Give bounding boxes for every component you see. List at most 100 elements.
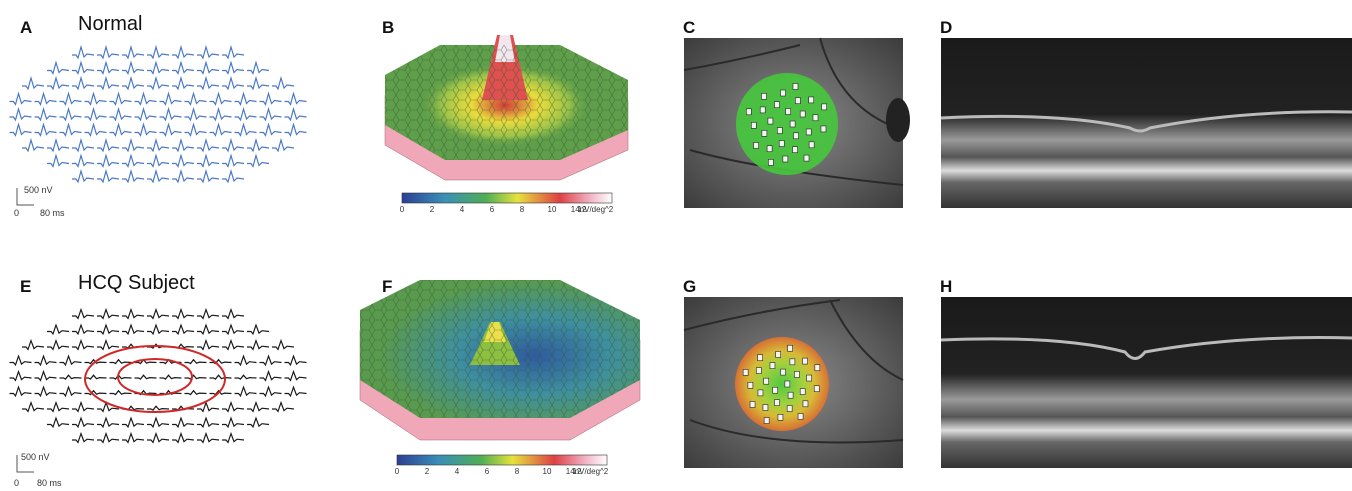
hexagon-marker [776, 351, 781, 357]
waveform [35, 125, 57, 136]
waveform [35, 372, 57, 381]
waveform [147, 171, 169, 182]
waveform [147, 63, 169, 74]
waveform [110, 94, 132, 105]
waveform [222, 434, 244, 443]
waveform [272, 140, 294, 151]
scale-bar: 500 nV 0 80 ms [14, 452, 62, 488]
waveform [197, 47, 219, 58]
scale-label: 80 ms [40, 208, 65, 218]
hexagon-marker [807, 375, 812, 381]
waveform [185, 391, 207, 395]
hexagon-marker [788, 345, 793, 351]
colorbar-tick-label: 4 [460, 205, 465, 214]
waveform [222, 140, 244, 151]
waveform [222, 63, 244, 74]
fundus-image [684, 297, 903, 468]
waveform [110, 125, 132, 136]
hexagon-marker [758, 355, 763, 361]
waveform [47, 63, 69, 74]
waveform [97, 171, 119, 182]
waveform [97, 156, 119, 167]
waveform [147, 434, 169, 443]
waveform [97, 434, 119, 443]
waveform [147, 78, 169, 89]
waveform [235, 125, 257, 136]
waveform [197, 156, 219, 167]
waveform [135, 125, 157, 136]
hexagon-marker [814, 386, 819, 392]
colorbar-tick-label: 6 [485, 467, 490, 476]
waveform [235, 387, 257, 396]
waveform [260, 94, 282, 105]
waveform [72, 171, 94, 182]
waveform [60, 375, 82, 379]
hexagon-marker [806, 129, 811, 135]
waveform [210, 94, 232, 105]
waveform [122, 310, 144, 319]
waveform [285, 109, 307, 120]
hexagon-marker [773, 387, 778, 393]
waveform [197, 418, 219, 427]
oct-scan [941, 38, 1352, 208]
hexagon-marker [793, 83, 798, 89]
panel-letter: C [683, 18, 695, 37]
hexagon-marker [758, 390, 763, 396]
waveform [172, 310, 194, 319]
panel-letter: D [940, 18, 952, 37]
colorbar-tick-label: 0 [395, 467, 400, 476]
hexagon-marker [764, 418, 769, 424]
hexagon-marker [746, 109, 751, 115]
hexagon-marker [781, 369, 786, 375]
waveform [197, 325, 219, 334]
hexagon-marker [795, 98, 800, 104]
waveform [97, 63, 119, 74]
hexagon-marker [822, 104, 827, 110]
waveform [22, 140, 44, 151]
hexagon-marker [804, 155, 809, 161]
waveform [285, 372, 307, 381]
waveform [72, 310, 94, 319]
waveform [260, 387, 282, 396]
waveform [197, 310, 219, 319]
waveform [222, 341, 244, 350]
scale-bar: 500 nV 0 80 ms [14, 185, 65, 218]
waveform [185, 125, 207, 136]
hexagon-marker [793, 147, 798, 153]
waveform [235, 109, 257, 120]
hexagon-marker [794, 371, 799, 377]
surface-plot [360, 280, 640, 440]
waveform [10, 372, 32, 381]
waveform-array [10, 47, 307, 182]
waveform [35, 356, 57, 365]
waveform [72, 418, 94, 427]
waveform [110, 391, 132, 395]
waveform [122, 325, 144, 334]
waveform [97, 325, 119, 334]
colorbar-tick-label: 10 [548, 205, 557, 214]
hexagon-marker [800, 111, 805, 117]
waveform [222, 310, 244, 319]
waveform [222, 78, 244, 89]
hexagon-marker [803, 401, 808, 407]
waveform [110, 375, 132, 379]
waveform [172, 47, 194, 58]
waveform [97, 140, 119, 151]
waveform [197, 140, 219, 151]
waveform [222, 47, 244, 58]
waveform [197, 171, 219, 182]
waveform [247, 403, 269, 412]
colorbar-tick-label: 10 [543, 467, 552, 476]
waveform [185, 360, 207, 364]
colorbar-tick-label: 0 [400, 205, 405, 214]
waveform [285, 125, 307, 136]
hexagon-marker [764, 378, 769, 384]
panel-letter: A [20, 18, 32, 37]
panel-letter: B [382, 18, 394, 37]
hexagon-marker [778, 414, 783, 420]
waveform [147, 140, 169, 151]
hexagon-marker [754, 142, 759, 148]
waveform [97, 341, 119, 350]
waveform [147, 406, 169, 410]
oct-scan [941, 297, 1352, 468]
